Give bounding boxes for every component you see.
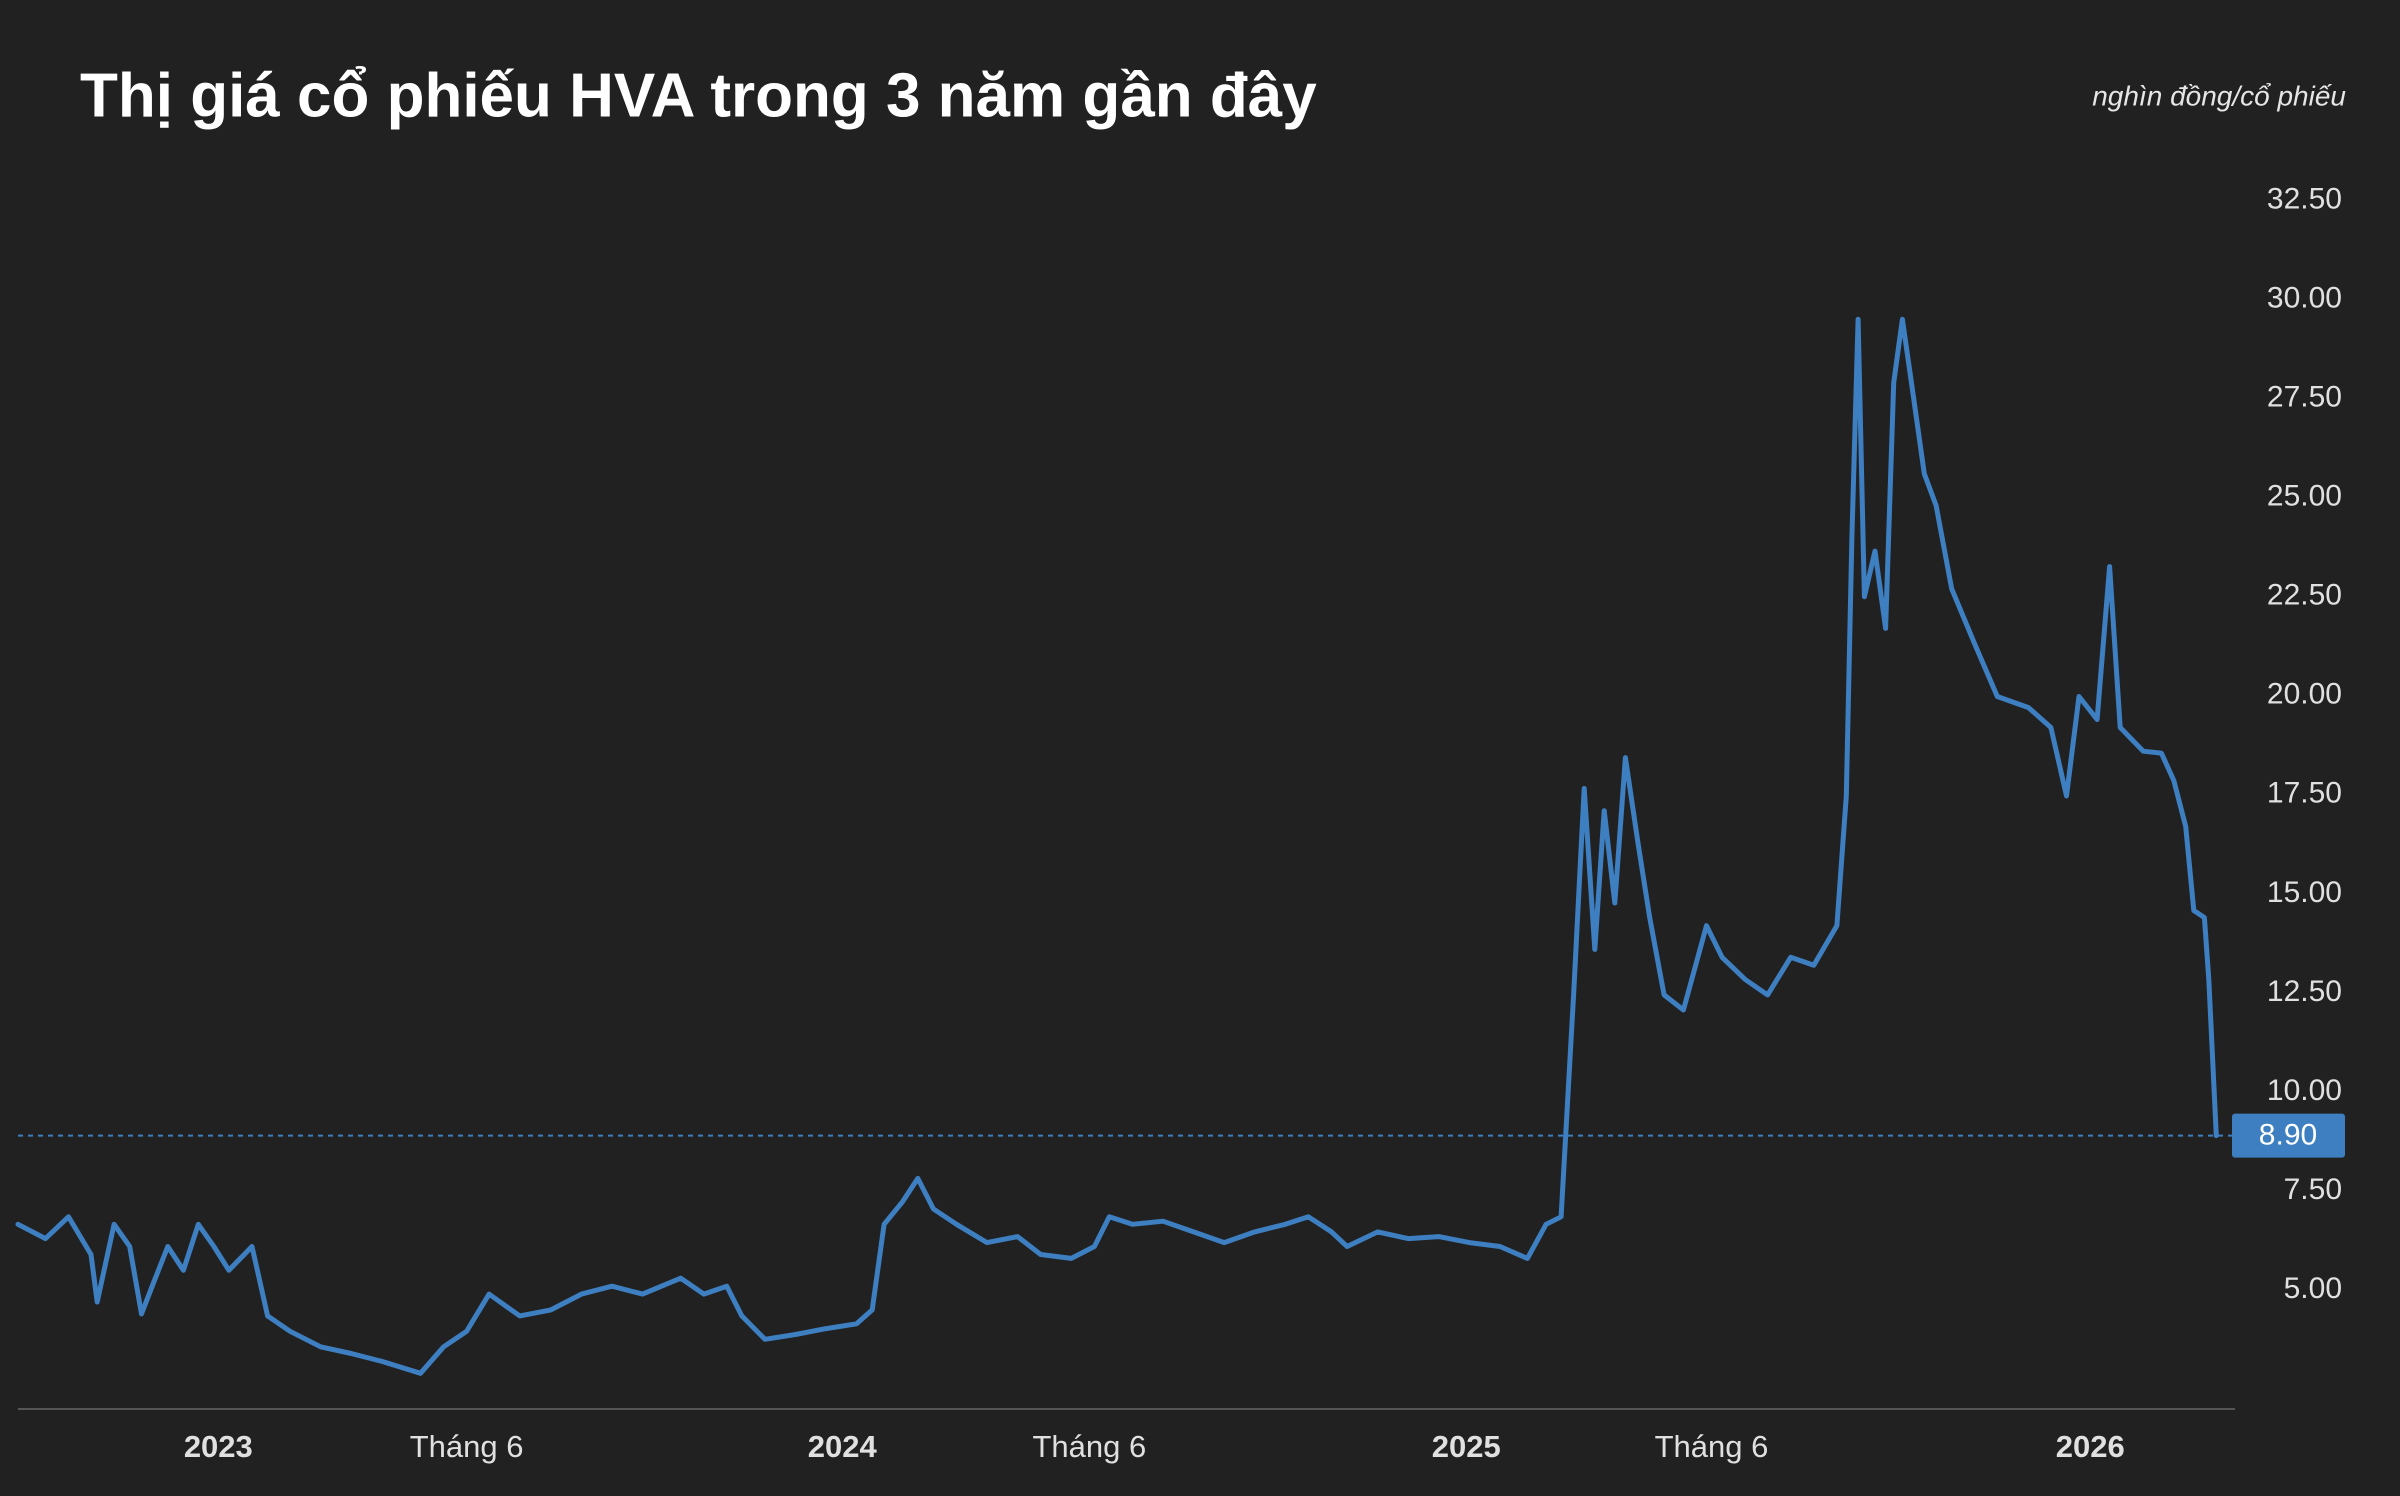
price-line bbox=[15, 316, 2219, 1376]
x-tick-label: Tháng 6 bbox=[410, 1429, 524, 1464]
y-tick-label: 30.00 bbox=[2267, 281, 2342, 314]
y-unit: nghìn đồng/cổ phiếu bbox=[2092, 80, 2346, 111]
y-tick-label: 22.50 bbox=[2267, 579, 2342, 612]
current-price-label: 8.90 bbox=[2259, 1119, 2317, 1152]
y-tick-label: 7.50 bbox=[2284, 1173, 2342, 1206]
y-tick-label: 27.50 bbox=[2267, 380, 2342, 413]
x-tick-label: Tháng 6 bbox=[1032, 1429, 1146, 1464]
y-tick-label: 20.00 bbox=[2267, 678, 2342, 711]
x-tick-label: 2026 bbox=[2056, 1429, 2125, 1464]
y-tick-label: 10.00 bbox=[2267, 1074, 2342, 1107]
y-tick-label: 25.00 bbox=[2267, 480, 2342, 513]
chart-title: Thị giá cổ phiếu HVA trong 3 năm gần đây bbox=[80, 61, 1317, 130]
y-tick-label: 17.50 bbox=[2267, 777, 2342, 810]
x-tick-label: 2023 bbox=[184, 1429, 253, 1464]
x-tick-label: 2024 bbox=[808, 1429, 878, 1464]
y-tick-label: 5.00 bbox=[2284, 1272, 2342, 1305]
y-tick-label: 12.50 bbox=[2267, 975, 2342, 1008]
y-tick-label: 15.00 bbox=[2267, 876, 2342, 909]
x-tick-label: 2025 bbox=[1432, 1429, 1501, 1464]
y-tick-label: 32.50 bbox=[2267, 182, 2342, 215]
current-price-box bbox=[2232, 1113, 2345, 1158]
x-tick-label: Tháng 6 bbox=[1655, 1429, 1769, 1464]
